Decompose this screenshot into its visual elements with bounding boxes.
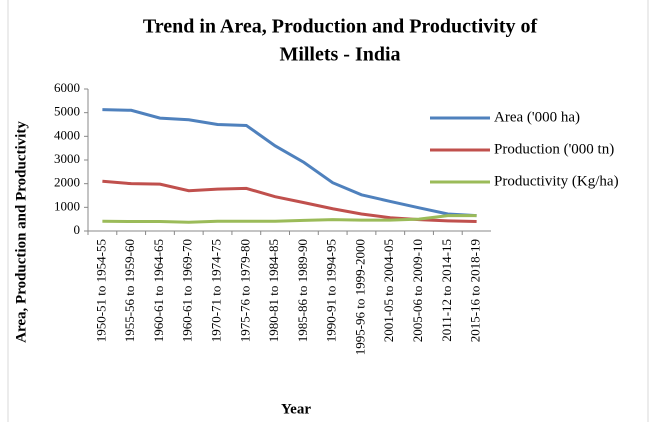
x-tick-label: 1960-61 to 1969-70 — [180, 239, 195, 342]
x-tick-label: 1950-51 to 1954-55 — [93, 239, 108, 342]
x-tick-label: 2001-05 to 2004-05 — [381, 239, 396, 342]
y-axis-title: Area, Production and Productivity — [13, 121, 29, 343]
x-tick-label: 1970-71 to 1974-75 — [209, 239, 224, 342]
x-tick-label: 1955-56 to 1959-60 — [122, 239, 137, 342]
x-tick-label: 2011-12 to 2014-15 — [439, 239, 454, 342]
x-tick-label: 1995-96 to 1999-2000 — [352, 239, 367, 355]
y-tick-label: 3000 — [54, 151, 80, 166]
y-tick-label: 5000 — [54, 104, 80, 119]
legend-label: Production ('000 tn) — [494, 141, 614, 157]
chart-title: Trend in Area, Production and Productivi… — [143, 16, 538, 38]
x-tick-label: 2015-16 to 2018-19 — [468, 239, 483, 342]
y-tick-label: 0 — [74, 222, 81, 237]
legend-label: Area ('000 ha) — [494, 109, 580, 125]
x-tick-label: 1990-91 to 1994-95 — [324, 239, 339, 342]
chart-title: Millets - India — [279, 44, 400, 66]
legend-label: Productivity (Kg/ha) — [494, 173, 619, 189]
series-line — [102, 179, 477, 224]
x-tick-label: 1980-81 to 1984-85 — [266, 239, 281, 342]
x-tick-label: 1985-86 to 1989-90 — [295, 239, 310, 342]
x-tick-label: 1960-61 to 1964-65 — [151, 239, 166, 342]
y-tick-label: 4000 — [54, 127, 80, 142]
x-tick-label: 2005-06 to 2009-10 — [410, 239, 425, 342]
series-line — [102, 108, 477, 218]
y-tick-label: 6000 — [54, 80, 80, 95]
x-tick-label: 1975-76 to 1979-80 — [237, 239, 252, 342]
y-tick-label: 1000 — [54, 198, 80, 213]
series-line — [102, 214, 477, 224]
x-axis-title: Year — [281, 401, 311, 417]
y-tick-label: 2000 — [54, 175, 80, 190]
